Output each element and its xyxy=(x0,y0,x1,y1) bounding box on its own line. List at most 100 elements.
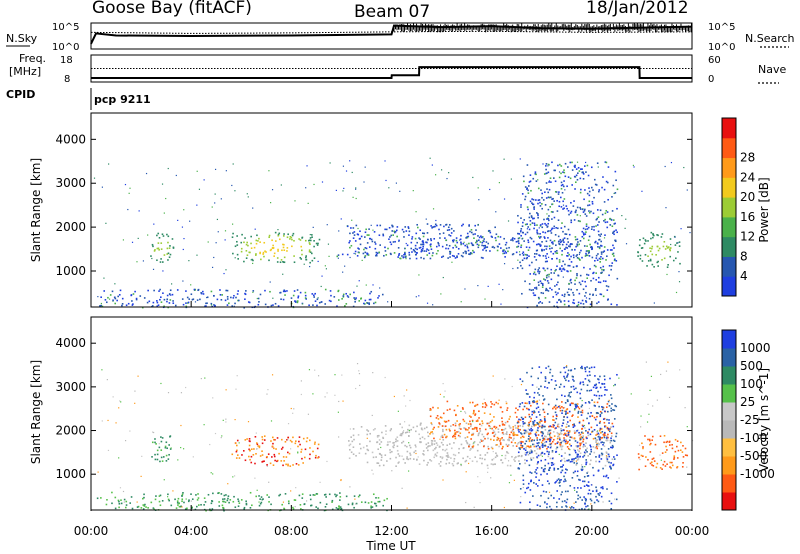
scatter-point xyxy=(185,386,187,389)
data-point xyxy=(328,299,331,302)
data-point xyxy=(552,197,554,200)
scatter-point xyxy=(292,412,294,414)
scatter-point xyxy=(145,172,148,175)
data-point xyxy=(603,220,605,222)
data-point xyxy=(553,169,556,172)
data-point xyxy=(169,299,172,301)
data-point xyxy=(601,257,604,260)
data-point xyxy=(497,235,500,238)
scatter-point xyxy=(665,207,667,209)
data-point xyxy=(650,237,652,240)
data-point xyxy=(488,229,491,232)
data-point xyxy=(260,258,262,261)
data-point xyxy=(599,244,602,247)
data-point xyxy=(501,447,503,450)
data-point xyxy=(418,247,421,249)
data-point xyxy=(677,251,679,253)
data-point xyxy=(589,243,591,246)
data-point xyxy=(596,386,598,389)
data-point xyxy=(272,442,274,445)
data-point xyxy=(235,450,238,453)
data-point xyxy=(370,507,372,509)
data-point xyxy=(260,501,263,504)
data-point xyxy=(582,435,585,437)
data-point xyxy=(485,404,488,407)
data-point xyxy=(432,226,434,228)
data-point xyxy=(366,234,369,236)
data-point xyxy=(564,480,567,482)
scatter-point xyxy=(287,439,289,441)
data-point xyxy=(554,190,557,193)
data-point xyxy=(574,166,576,168)
data-point xyxy=(558,437,561,439)
data-point xyxy=(415,232,418,235)
data-point xyxy=(538,446,541,448)
data-point xyxy=(309,239,312,242)
data-point xyxy=(554,285,556,287)
data-point xyxy=(491,459,494,461)
data-point xyxy=(286,290,288,292)
scatter-point xyxy=(160,382,162,385)
data-point xyxy=(434,448,436,450)
data-point xyxy=(637,255,639,257)
data-point xyxy=(567,440,569,443)
data-point xyxy=(540,425,543,428)
data-point xyxy=(132,293,135,295)
data-point xyxy=(414,450,417,452)
data-point xyxy=(557,235,560,238)
data-point xyxy=(544,204,547,206)
data-point xyxy=(159,288,161,291)
scatter-point xyxy=(204,377,206,379)
data-point xyxy=(603,433,605,436)
data-point xyxy=(548,439,551,442)
scatter-point xyxy=(519,158,521,160)
data-point xyxy=(526,445,528,448)
data-point xyxy=(495,444,497,446)
data-point xyxy=(357,247,359,250)
data-point xyxy=(566,255,569,257)
data-point xyxy=(468,225,470,227)
data-point xyxy=(398,253,401,255)
data-point xyxy=(472,412,475,415)
data-point xyxy=(552,252,555,255)
data-point xyxy=(249,251,251,254)
data-point xyxy=(437,249,439,252)
data-point xyxy=(366,242,369,244)
data-point xyxy=(539,237,541,239)
scatter-point xyxy=(277,229,279,231)
data-point xyxy=(646,265,648,267)
data-point xyxy=(564,162,567,165)
data-point xyxy=(576,206,579,209)
data-point xyxy=(491,447,494,450)
data-point xyxy=(584,378,587,380)
data-point xyxy=(547,453,550,456)
data-point xyxy=(288,502,290,505)
data-point xyxy=(114,496,117,499)
data-point xyxy=(579,437,581,440)
data-point xyxy=(566,254,568,257)
data-point xyxy=(498,243,501,245)
data-point xyxy=(342,295,345,297)
data-point xyxy=(589,453,591,455)
scatter-point xyxy=(161,183,164,185)
data-point xyxy=(545,287,548,290)
data-point xyxy=(519,446,522,449)
data-point xyxy=(574,457,577,459)
data-point xyxy=(185,305,188,308)
data-point xyxy=(395,438,397,441)
data-point xyxy=(528,288,531,291)
data-point xyxy=(556,301,558,304)
data-point xyxy=(615,432,618,435)
nsky-tick-bottom: 10^0 xyxy=(52,42,79,53)
scatter-point xyxy=(640,426,642,428)
data-point xyxy=(550,494,553,497)
data-point xyxy=(394,230,397,233)
scatter-point xyxy=(489,188,491,191)
data-point xyxy=(563,300,566,302)
data-point xyxy=(585,436,588,439)
data-point xyxy=(131,507,134,510)
data-point xyxy=(546,387,549,389)
velocity-colorbar-label: Velocity [m s^-1] xyxy=(757,368,771,472)
data-point xyxy=(564,248,566,250)
data-point xyxy=(606,460,609,463)
